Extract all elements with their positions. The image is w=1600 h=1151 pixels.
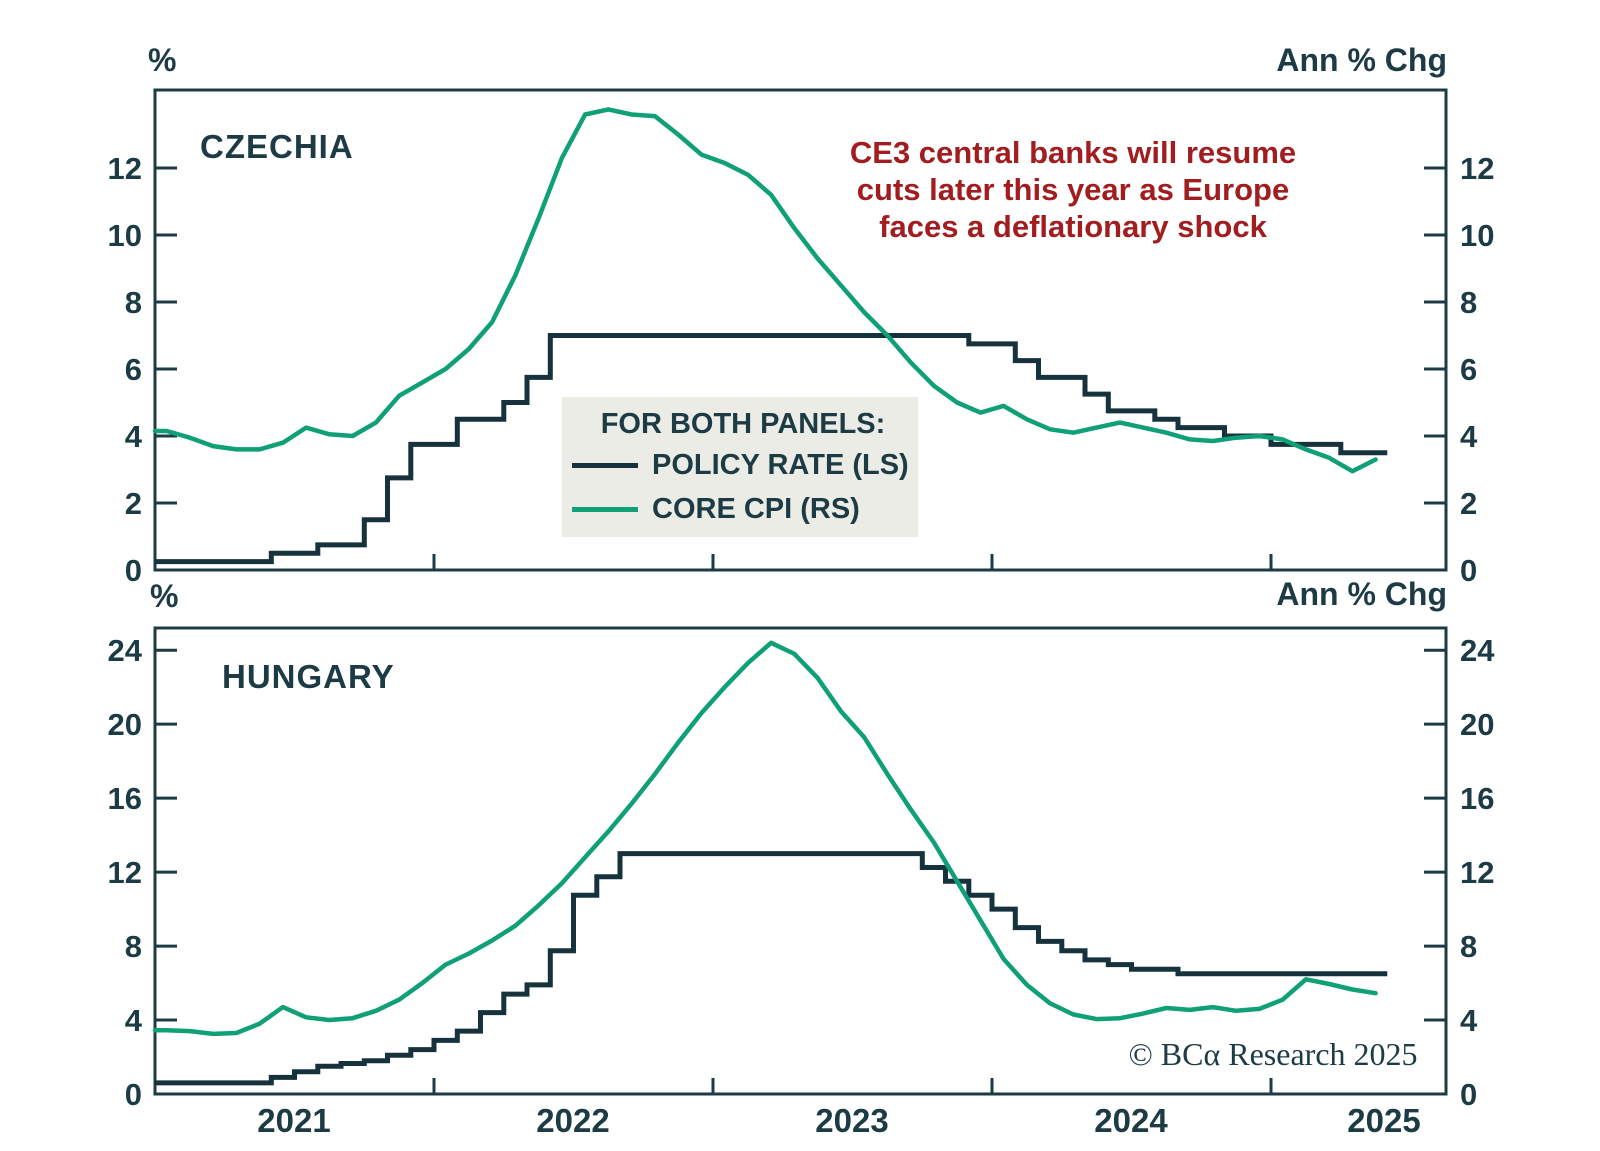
czechia-right-tick-label: 6 xyxy=(1460,352,1477,387)
hungary-left-tick-label: 0 xyxy=(125,1077,142,1112)
czechia-policy-rate-line xyxy=(155,333,1388,565)
hungary-right-tick-label: 12 xyxy=(1460,855,1494,890)
copyright-notice: © BCα Research 2025 xyxy=(1128,1036,1418,1072)
legend-title: FOR BOTH PANELS: xyxy=(600,408,886,440)
czechia-left-tick-label: 8 xyxy=(125,285,142,320)
bottom-right-axis-unit: Ann % Chg xyxy=(1276,576,1447,612)
x-axis-label-2025: 2025 xyxy=(1347,1102,1421,1139)
hungary-core-cpi-line xyxy=(152,640,1378,1037)
hungary-right-tick-label: 16 xyxy=(1460,781,1494,816)
hungary-left-tick-label: 16 xyxy=(108,781,142,816)
czechia-right-tick-label: 2 xyxy=(1460,486,1477,521)
policy-rate-swatch xyxy=(572,462,638,468)
czechia-left-tick-label: 2 xyxy=(125,486,142,521)
czechia-right-tick-label: 12 xyxy=(1460,151,1494,186)
panel-title-czechia: CZECHIA xyxy=(200,128,354,165)
legend-label-policy-rate: POLICY RATE (LS) xyxy=(652,448,909,481)
bottom-left-axis-unit: % xyxy=(150,578,179,614)
panel-title-hungary: HUNGARY xyxy=(222,658,395,695)
czechia-plot-frame xyxy=(153,88,1448,572)
czechia-left-tick-label: 12 xyxy=(108,151,142,186)
hungary-left-tick-label: 24 xyxy=(108,633,143,668)
hungary-plot-frame xyxy=(153,626,1448,1096)
hungary-right-tick-label: 20 xyxy=(1460,707,1494,742)
hungary-left-tick-label: 4 xyxy=(125,1003,143,1038)
hungary-right-tick-label: 24 xyxy=(1460,633,1495,668)
hungary-left-tick-label: 12 xyxy=(108,855,142,890)
hungary-right-tick-label: 0 xyxy=(1460,1077,1477,1112)
core-cpi-swatch xyxy=(572,506,638,512)
hungary-right-tick-label: 4 xyxy=(1460,1003,1478,1038)
legend-item-core-cpi: CORE CPI (RS) xyxy=(572,487,914,531)
legend-item-policy-rate: POLICY RATE (LS) xyxy=(572,443,914,487)
czechia-left-tick-label: 4 xyxy=(125,419,143,454)
hungary-policy-rate-line xyxy=(155,851,1388,1086)
hungary-right-tick-label: 8 xyxy=(1460,929,1477,964)
x-axis-label-2021: 2021 xyxy=(257,1102,331,1139)
x-axis-label-2022: 2022 xyxy=(536,1102,610,1139)
czechia-right-tick-label: 0 xyxy=(1460,553,1477,588)
czechia-right-tick-label: 8 xyxy=(1460,285,1477,320)
annotation-text: CE3 central banks will resume cuts later… xyxy=(838,134,1308,245)
annotation-line-2: cuts later this year as Europe xyxy=(856,172,1290,207)
hungary-left-tick-label: 8 xyxy=(125,929,142,964)
czechia-right-tick-label: 4 xyxy=(1460,419,1478,454)
czechia-left-tick-label: 6 xyxy=(125,352,142,387)
czechia-left-tick-label: 10 xyxy=(108,218,142,253)
annotation-line-3: faces a deflationary shock xyxy=(879,209,1267,244)
hungary-left-tick-label: 20 xyxy=(108,707,142,742)
top-right-axis-unit: Ann % Chg xyxy=(1276,42,1447,78)
x-axis-label-2024: 2024 xyxy=(1094,1102,1168,1139)
annotation-line-1: CE3 central banks will resume xyxy=(849,135,1297,170)
legend-label-core-cpi: CORE CPI (RS) xyxy=(652,492,860,525)
top-left-axis-unit: % xyxy=(148,42,177,78)
czechia-right-tick-label: 10 xyxy=(1460,218,1494,253)
legend-box: FOR BOTH PANELS: POLICY RATE (LS) CORE C… xyxy=(562,397,918,537)
x-axis-label-2023: 2023 xyxy=(815,1102,889,1139)
czechia-left-tick-label: 0 xyxy=(125,553,142,588)
czechia-core-cpi-line xyxy=(152,107,1378,474)
